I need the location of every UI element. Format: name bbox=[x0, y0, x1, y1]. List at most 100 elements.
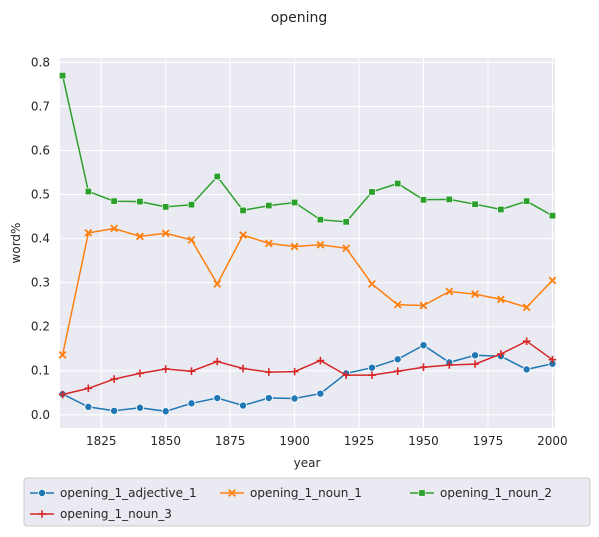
legend-marker bbox=[38, 510, 46, 518]
legend-label: opening_1_noun_1 bbox=[250, 486, 362, 500]
x-axis-label: year bbox=[294, 456, 321, 470]
series-opening_1_adjective_1 bbox=[58, 341, 557, 416]
y-tick-label: 0.6 bbox=[31, 144, 50, 158]
data-point bbox=[84, 384, 93, 393]
data-point bbox=[187, 201, 195, 209]
data-point bbox=[187, 235, 196, 244]
legend-marker bbox=[418, 489, 426, 497]
data-point bbox=[290, 242, 299, 251]
plot-area bbox=[60, 58, 555, 428]
legend-marker bbox=[38, 488, 47, 497]
series-opening_1_noun_1 bbox=[58, 224, 557, 359]
legend-item: opening_1_noun_3 bbox=[30, 507, 172, 521]
legend-marker bbox=[228, 489, 236, 497]
data-point bbox=[110, 197, 118, 205]
legend-item: opening_1_noun_1 bbox=[220, 486, 362, 500]
data-point bbox=[419, 301, 428, 310]
x-tick-label: 1825 bbox=[86, 434, 117, 448]
series-opening_1_noun_2 bbox=[59, 72, 556, 226]
legend-label: opening_1_noun_2 bbox=[440, 486, 552, 500]
y-tick-label: 0.1 bbox=[31, 364, 50, 378]
x-tick-label: 1875 bbox=[215, 434, 246, 448]
x-tick-label: 1975 bbox=[473, 434, 504, 448]
data-point bbox=[548, 276, 557, 285]
series-line bbox=[61, 75, 553, 223]
data-point bbox=[497, 350, 505, 358]
data-point bbox=[84, 187, 92, 195]
y-axis-ticks: 0.0 0.1 0.2 0.3 0.4 0.5 0.6 0.7 0.8 bbox=[31, 55, 50, 421]
data-point bbox=[110, 224, 119, 233]
data-point bbox=[471, 360, 479, 368]
data-point bbox=[239, 401, 248, 410]
chart-title: opening bbox=[271, 10, 328, 26]
data-point bbox=[445, 287, 454, 296]
data-point bbox=[548, 212, 556, 220]
data-point bbox=[471, 290, 480, 299]
y-tick-label: 0.2 bbox=[31, 320, 50, 334]
data-point bbox=[239, 364, 247, 373]
legend: opening_1_adjective_1 opening_1_noun_1 ope… bbox=[23, 477, 591, 527]
series-line bbox=[62, 340, 553, 396]
y-tick-label: 0.5 bbox=[31, 188, 50, 202]
data-point bbox=[368, 188, 376, 196]
data-point bbox=[445, 195, 453, 203]
data-point bbox=[213, 357, 222, 366]
data-point bbox=[419, 363, 428, 372]
data-point bbox=[161, 229, 170, 238]
data-point bbox=[213, 394, 222, 403]
data-point bbox=[59, 72, 67, 80]
data-point bbox=[291, 198, 299, 206]
data-point bbox=[187, 367, 196, 375]
y-tick-label: 0.8 bbox=[31, 55, 50, 69]
data-point bbox=[471, 351, 480, 360]
data-point bbox=[394, 180, 402, 188]
data-point bbox=[368, 371, 376, 379]
data-point bbox=[342, 244, 351, 253]
data-point bbox=[136, 369, 144, 378]
data-point bbox=[110, 406, 119, 415]
data-point bbox=[548, 355, 557, 364]
data-point bbox=[162, 203, 170, 211]
series-opening_1_noun_3 bbox=[58, 337, 557, 399]
data-point bbox=[290, 367, 299, 376]
y-tick-label: 0.0 bbox=[31, 408, 50, 422]
data-point bbox=[342, 218, 350, 226]
data-point bbox=[419, 341, 428, 350]
data-point bbox=[161, 407, 170, 416]
legend-label: opening_1_adjective_1 bbox=[60, 486, 197, 500]
data-point bbox=[316, 216, 324, 224]
legend-label: opening_1_noun_3 bbox=[60, 507, 172, 521]
data-point bbox=[522, 303, 531, 312]
data-point bbox=[239, 231, 247, 240]
x-tick-label: 1850 bbox=[150, 434, 181, 448]
legend-item: opening_1_noun_2 bbox=[410, 486, 552, 500]
data-point bbox=[110, 375, 118, 383]
data-point bbox=[213, 280, 222, 288]
data-point bbox=[445, 361, 454, 369]
data-point bbox=[393, 367, 402, 375]
data-point bbox=[342, 371, 350, 379]
y-tick-label: 0.3 bbox=[31, 276, 50, 290]
data-point bbox=[187, 399, 196, 408]
data-point bbox=[522, 337, 531, 346]
data-point bbox=[522, 365, 531, 374]
data-point bbox=[290, 394, 299, 403]
data-point bbox=[471, 200, 479, 208]
legend-item: opening_1_adjective_1 bbox=[30, 486, 197, 500]
data-point bbox=[523, 197, 531, 205]
data-point bbox=[497, 206, 505, 214]
x-tick-label: 1925 bbox=[344, 434, 375, 448]
data-point bbox=[213, 172, 221, 180]
series-layer bbox=[58, 72, 557, 416]
series-line bbox=[61, 227, 553, 356]
y-tick-label: 0.4 bbox=[31, 232, 50, 246]
data-point bbox=[393, 300, 402, 309]
data-point bbox=[84, 402, 93, 411]
data-point bbox=[496, 295, 505, 304]
x-tick-label: 1950 bbox=[408, 434, 439, 448]
data-point bbox=[161, 365, 170, 373]
data-point bbox=[135, 403, 144, 412]
data-point bbox=[84, 228, 93, 237]
data-point bbox=[264, 394, 273, 403]
